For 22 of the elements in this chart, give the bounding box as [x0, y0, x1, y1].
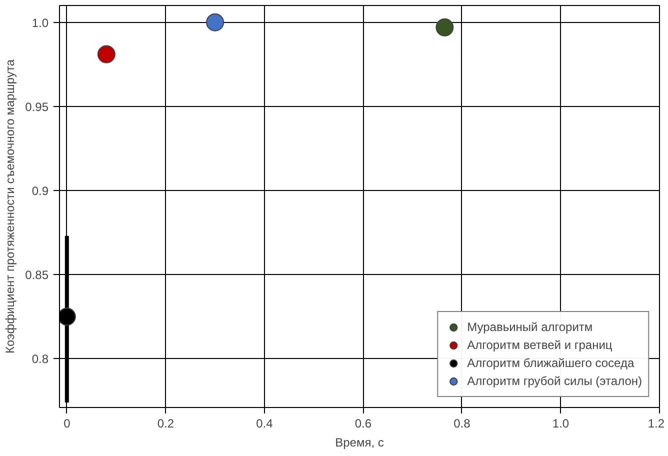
legend-label: Алгоритм грубой силы (эталон) [467, 374, 642, 388]
x-tick-label: 0.2 [157, 416, 174, 430]
x-tick-label: 1.2 [648, 416, 665, 430]
x-tick-label: 0.6 [354, 416, 372, 430]
legend-label: Муравьиный алгоритм [467, 320, 593, 334]
legend-label: Алгоритм ветвей и границ [467, 338, 612, 352]
x-tick-label: 0 [64, 416, 71, 430]
point [206, 13, 224, 32]
x-tick-label: 1.0 [552, 416, 570, 430]
y-tick-label: 0.9 [32, 184, 49, 198]
y-tick-label: 0.95 [25, 100, 49, 114]
y-tick-label: 0.8 [32, 352, 49, 366]
x-tick-label: 0.8 [454, 416, 471, 430]
y-tick-label: 1.0 [32, 16, 49, 30]
x-tick-label: 0.4 [256, 416, 274, 430]
point [60, 308, 76, 326]
x-axis-title: Время, с [335, 436, 384, 450]
point [436, 18, 454, 36]
legend-label: Алгоритм ближайшего соседа [467, 356, 634, 370]
y-axis-title: Коэффициент протяженности съемочного маршрута [3, 59, 18, 354]
point [97, 45, 116, 64]
y-tick-label: 0.85 [25, 268, 49, 282]
